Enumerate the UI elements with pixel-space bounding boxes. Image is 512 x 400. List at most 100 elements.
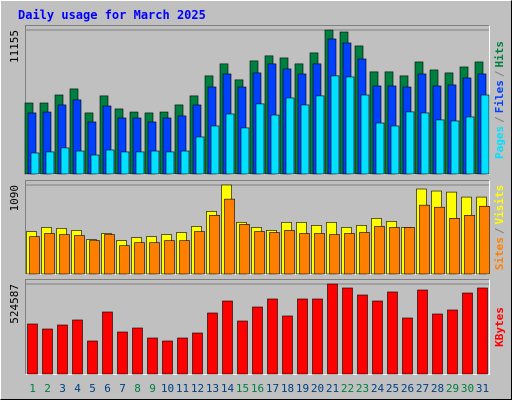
bar (254, 231, 265, 275)
bar (342, 287, 353, 375)
bar (134, 242, 145, 275)
bar (282, 315, 293, 375)
x-tick-label: 24 (371, 382, 385, 395)
chart-title: Daily usage for March 2025 (18, 8, 206, 22)
y-tick-label: 1090 (8, 185, 21, 212)
x-tick-label: 14 (221, 382, 235, 395)
bar (105, 149, 115, 175)
bar (357, 294, 368, 375)
bar (434, 206, 445, 275)
bar (119, 245, 130, 275)
legend-entry: Pages (493, 126, 506, 159)
bar (299, 233, 310, 275)
bar (372, 300, 383, 375)
legend: KBytes (493, 307, 506, 347)
bar (269, 232, 280, 275)
bar (210, 125, 220, 175)
legend: Sites / Visits (493, 185, 506, 271)
x-tick-label: 21 (326, 382, 339, 395)
bar (344, 233, 355, 275)
legend-entry: Visits (493, 185, 506, 225)
bar (252, 306, 263, 375)
x-tick-label: 20 (311, 382, 324, 395)
bar (432, 313, 443, 375)
bar (435, 119, 445, 175)
bar (104, 234, 115, 275)
bar (29, 236, 40, 275)
bar (419, 204, 430, 275)
x-tick-label: 27 (416, 382, 429, 395)
bar (284, 230, 295, 275)
bar (462, 292, 473, 375)
bar (345, 76, 355, 175)
bar (72, 319, 83, 375)
bar (449, 218, 460, 275)
bar (477, 287, 488, 375)
legend-entry: KBytes (493, 307, 506, 347)
bar (60, 147, 70, 175)
bar (360, 94, 370, 175)
x-tick-label: 10 (161, 382, 174, 395)
bar (207, 312, 218, 375)
x-tick-label: 26 (401, 382, 414, 395)
bar (117, 331, 128, 375)
bar (387, 291, 398, 375)
bar (447, 309, 458, 375)
legend-entry: Files (493, 80, 506, 113)
bar (44, 233, 55, 275)
x-tick-label: 28 (431, 382, 444, 395)
bar (164, 240, 175, 275)
bar (300, 104, 310, 175)
bar (402, 317, 413, 375)
bar (480, 94, 490, 175)
x-tick-label: 12 (191, 382, 204, 395)
bar (465, 116, 475, 175)
bar (87, 340, 98, 375)
bar (417, 289, 428, 375)
bar (89, 240, 100, 275)
x-tick-label: 3 (59, 382, 66, 395)
legend-entry: Sites (493, 237, 506, 270)
x-tick-label: 23 (356, 382, 369, 395)
x-tick-label: 30 (461, 382, 474, 395)
bar (59, 234, 70, 275)
bar (120, 151, 130, 175)
plot-border-light (25, 25, 490, 175)
bar (162, 340, 173, 375)
x-tick-label: 25 (386, 382, 399, 395)
plot-border-light (25, 279, 490, 375)
x-tick-label: 16 (251, 382, 264, 395)
bar (389, 227, 400, 275)
bar (404, 227, 415, 275)
bar (450, 120, 460, 175)
bar (74, 235, 85, 275)
bar (420, 112, 430, 175)
bar (150, 150, 160, 175)
bar (147, 337, 158, 375)
bar (314, 233, 325, 275)
y-tick-label: 524587 (8, 284, 21, 324)
x-tick-label: 6 (104, 382, 111, 395)
bar (225, 113, 235, 175)
bar (285, 97, 295, 175)
bar (329, 234, 340, 275)
bar (479, 205, 490, 275)
bar (239, 224, 250, 275)
x-tick-label: 15 (236, 382, 249, 395)
bar (327, 283, 338, 375)
x-tick-label: 7 (119, 382, 126, 395)
x-tick-label: 19 (296, 382, 309, 395)
bar (149, 242, 160, 275)
bar (297, 298, 308, 375)
bar (179, 240, 190, 275)
x-tick-label: 31 (476, 382, 489, 395)
bar (180, 150, 190, 175)
bar (177, 337, 188, 375)
bar (102, 311, 113, 375)
x-tick-label: 2 (44, 382, 51, 395)
legend-separator: / (493, 227, 506, 234)
bar (27, 323, 38, 375)
bar (45, 151, 55, 175)
bar (375, 122, 385, 175)
